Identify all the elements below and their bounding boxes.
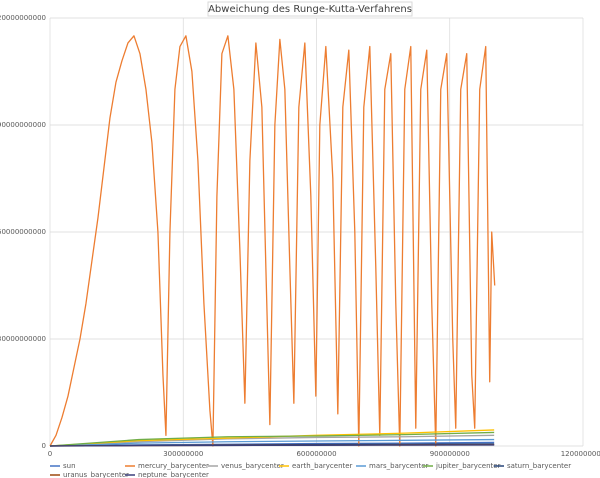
y-tick-label: 120000000000 [0, 14, 46, 22]
x-tick-label: 0 [48, 450, 52, 458]
legend-label: venus_barycenter [221, 462, 284, 470]
x-tick-label: 600000000 [296, 450, 336, 458]
legend-label: jupiter_barycenter [435, 462, 501, 470]
x-tick-label: 900000000 [430, 450, 470, 458]
y-tick-label: 60000000000 [0, 228, 46, 236]
series-line [49, 35, 496, 447]
title-box [207, 1, 413, 17]
legend-label: mars_barycenter [369, 462, 429, 470]
y-tick-label: 90000000000 [0, 121, 46, 129]
series-line [49, 444, 495, 447]
y-tick-label: 30000000000 [0, 335, 46, 343]
chart-title: Abweichung des Runge-Kutta-Verfahrens [208, 4, 412, 15]
x-tick-label: 300000000 [163, 450, 203, 458]
x-tick-label: 1200000000 [561, 450, 600, 458]
legend-label: neptune_barycenter [138, 471, 209, 478]
legend-label: earth_barycenter [292, 462, 353, 470]
series-line [49, 431, 495, 447]
legend-label: saturn_barycenter [507, 462, 571, 470]
legend-label: uranus_barycenter [63, 471, 129, 478]
series-line [49, 434, 495, 447]
y-tick-label: 0 [42, 442, 46, 450]
legend-label: sun [63, 462, 76, 470]
series-line [49, 438, 495, 447]
legend-label: mercury_barycenter [138, 462, 209, 470]
